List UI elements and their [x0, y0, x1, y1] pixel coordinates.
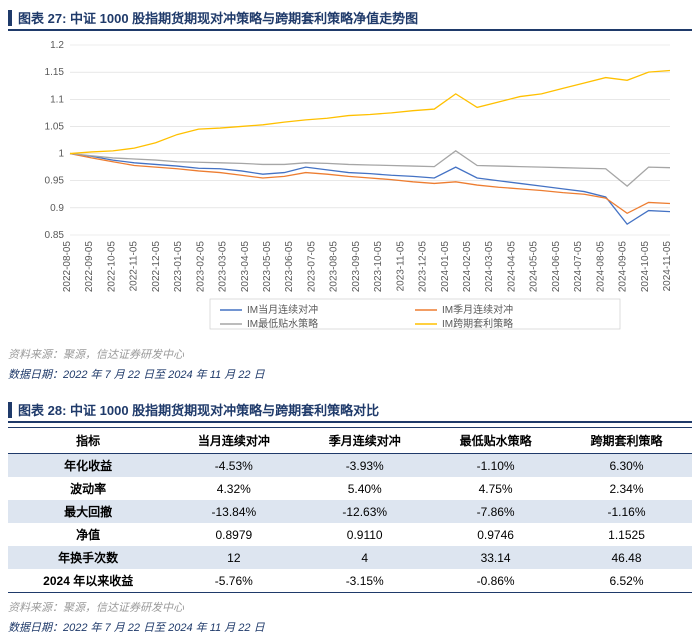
- metric-cell: 波动率: [8, 477, 168, 500]
- value-cell: 4.32%: [168, 477, 299, 500]
- svg-text:2024-02-05: 2024-02-05: [462, 241, 473, 293]
- svg-text:0.9: 0.9: [50, 203, 64, 214]
- svg-text:2023-12-05: 2023-12-05: [418, 241, 429, 293]
- value-cell: -12.63%: [299, 500, 430, 523]
- fig27-title: 图表 27: 中证 1000 股指期货期现对冲策略与跨期套利策略净值走势图: [18, 8, 418, 27]
- fig27-accent-bar: [8, 10, 12, 26]
- metric-cell: 净值: [8, 523, 168, 546]
- value-cell: 12: [168, 546, 299, 569]
- svg-text:0.95: 0.95: [45, 176, 65, 187]
- table-row: 波动率4.32%5.40%4.75%2.34%: [8, 477, 692, 500]
- fig27-chart: 0.85 0.9 0.95 1 1.05 1.1 1.15 1.2 2022-08-05 2022…: [20, 35, 680, 340]
- svg-text:2023-04-05: 2023-04-05: [240, 241, 251, 293]
- metric-cell: 最大回撤: [8, 500, 168, 523]
- value-cell: -1.10%: [430, 454, 561, 478]
- fig27-title-row: 图表 27: 中证 1000 股指期货期现对冲策略与跨期套利策略净值走势图: [8, 8, 692, 31]
- value-cell: 0.9746: [430, 523, 561, 546]
- line-chart-svg: 0.85 0.9 0.95 1 1.05 1.1 1.15 1.2 2022-08-05 2022…: [20, 35, 680, 335]
- comparison-table: 指标当月连续对冲季月连续对冲最低贴水策略跨期套利策略年化收益-4.53%-3.9…: [8, 427, 692, 593]
- value-cell: 1.1525: [561, 523, 692, 546]
- svg-text:2023-08-05: 2023-08-05: [329, 241, 340, 293]
- table-header: 最低贴水策略: [430, 428, 561, 454]
- table-header: 当月连续对冲: [168, 428, 299, 454]
- value-cell: -0.86%: [430, 569, 561, 593]
- svg-text:2024-03-05: 2024-03-05: [484, 241, 495, 293]
- value-cell: 4: [299, 546, 430, 569]
- table-row: 净值0.89790.91100.97461.1525: [8, 523, 692, 546]
- value-cell: 4.75%: [430, 477, 561, 500]
- svg-text:2024-06-05: 2024-06-05: [551, 241, 562, 293]
- svg-text:1.15: 1.15: [45, 67, 65, 78]
- svg-text:2023-07-05: 2023-07-05: [306, 241, 317, 293]
- fig28-source: 资料来源：聚源，信达证券研发中心: [8, 599, 692, 615]
- svg-text:2023-02-05: 2023-02-05: [195, 241, 206, 293]
- value-cell: -13.84%: [168, 500, 299, 523]
- svg-text:2022-08-05: 2022-08-05: [62, 241, 73, 293]
- svg-text:2023-09-05: 2023-09-05: [351, 241, 362, 293]
- value-cell: -7.86%: [430, 500, 561, 523]
- svg-text:IM跨期套利策略: IM跨期套利策略: [442, 317, 513, 330]
- svg-text:IM当月连续对冲: IM当月连续对冲: [247, 303, 318, 316]
- table-header: 指标: [8, 428, 168, 454]
- svg-text:1.1: 1.1: [50, 94, 64, 105]
- svg-text:2023-11-05: 2023-11-05: [395, 241, 406, 292]
- fig28-title-row: 图表 28: 中证 1000 股指期货期现对冲策略与跨期套利策略对比: [8, 400, 692, 423]
- fig28-date-range: 数据日期：2022 年 7 月 22 日至 2024 年 11 月 22 日: [8, 619, 692, 635]
- table-header: 季月连续对冲: [299, 428, 430, 454]
- value-cell: -3.93%: [299, 454, 430, 478]
- svg-text:2022-11-05: 2022-11-05: [129, 241, 140, 292]
- svg-text:2024-08-05: 2024-08-05: [595, 241, 606, 293]
- svg-text:2024-01-05: 2024-01-05: [440, 241, 451, 293]
- value-cell: -4.53%: [168, 454, 299, 478]
- metric-cell: 2024 年以来收益: [8, 569, 168, 593]
- value-cell: 33.14: [430, 546, 561, 569]
- value-cell: 0.8979: [168, 523, 299, 546]
- fig28-title: 图表 28: 中证 1000 股指期货期现对冲策略与跨期套利策略对比: [18, 400, 379, 419]
- table-row: 最大回撤-13.84%-12.63%-7.86%-1.16%: [8, 500, 692, 523]
- value-cell: 6.52%: [561, 569, 692, 593]
- svg-text:1.2: 1.2: [50, 40, 64, 51]
- svg-text:2022-09-05: 2022-09-05: [84, 241, 95, 293]
- svg-text:2022-12-05: 2022-12-05: [151, 241, 162, 293]
- fig27-source: 资料来源：聚源，信达证券研发中心: [8, 346, 692, 362]
- table-row: 2024 年以来收益-5.76%-3.15%-0.86%6.52%: [8, 569, 692, 593]
- metric-cell: 年化收益: [8, 454, 168, 478]
- svg-text:2023-10-05: 2023-10-05: [373, 241, 384, 293]
- svg-text:IM季月连续对冲: IM季月连续对冲: [442, 303, 513, 316]
- value-cell: -5.76%: [168, 569, 299, 593]
- svg-text:2024-05-05: 2024-05-05: [529, 241, 540, 293]
- table-row: 年换手次数12433.1446.48: [8, 546, 692, 569]
- svg-text:2024-04-05: 2024-04-05: [506, 241, 517, 293]
- value-cell: -1.16%: [561, 500, 692, 523]
- table-row: 年化收益-4.53%-3.93%-1.10%6.30%: [8, 454, 692, 478]
- value-cell: 5.40%: [299, 477, 430, 500]
- metric-cell: 年换手次数: [8, 546, 168, 569]
- table-header: 跨期套利策略: [561, 428, 692, 454]
- svg-text:2024-11-05: 2024-11-05: [662, 241, 673, 292]
- svg-text:2024-10-05: 2024-10-05: [640, 241, 651, 293]
- value-cell: 6.30%: [561, 454, 692, 478]
- svg-text:2024-09-05: 2024-09-05: [618, 241, 629, 293]
- svg-text:1: 1: [58, 149, 64, 160]
- svg-text:IM最低贴水策略: IM最低贴水策略: [247, 317, 318, 330]
- fig27-date-range: 数据日期：2022 年 7 月 22 日至 2024 年 11 月 22 日: [8, 366, 692, 382]
- svg-text:2022-10-05: 2022-10-05: [106, 241, 117, 293]
- value-cell: -3.15%: [299, 569, 430, 593]
- svg-text:2023-03-05: 2023-03-05: [218, 241, 229, 293]
- fig28-accent-bar: [8, 402, 12, 418]
- svg-text:0.85: 0.85: [45, 230, 65, 241]
- value-cell: 46.48: [561, 546, 692, 569]
- value-cell: 2.34%: [561, 477, 692, 500]
- value-cell: 0.9110: [299, 523, 430, 546]
- svg-text:2023-01-05: 2023-01-05: [173, 241, 184, 293]
- svg-text:1.05: 1.05: [45, 121, 65, 132]
- svg-text:2023-05-05: 2023-05-05: [262, 241, 273, 293]
- svg-text:2024-07-05: 2024-07-05: [573, 241, 584, 293]
- svg-text:2023-06-05: 2023-06-05: [284, 241, 295, 293]
